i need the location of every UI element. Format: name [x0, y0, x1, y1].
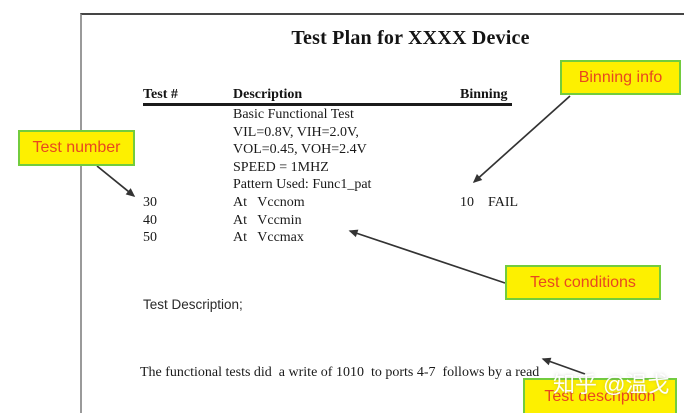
cell-test-number	[143, 159, 233, 177]
cell-test-number	[143, 176, 233, 194]
cell-binning	[460, 141, 518, 159]
table-row: VOL=0.45, VOH=2.4V	[143, 141, 518, 159]
cell-binning	[460, 229, 518, 247]
table-header-description: Description	[233, 87, 303, 102]
table-row: SPEED = 1MHZ	[143, 159, 518, 177]
cell-test-number: 40	[143, 212, 157, 228]
cell-binning	[460, 176, 518, 194]
table-header-underline	[143, 103, 512, 106]
cell-binning	[460, 212, 518, 230]
table-header-test-number: Test #	[143, 87, 178, 102]
table-row: VIL=0.8V, VIH=2.0V,	[143, 124, 518, 142]
cell-binning	[460, 159, 518, 177]
table-row: Pattern Used: Func1_pat	[143, 176, 518, 194]
table-body: Basic Functional Test VIL=0.8V, VIH=2.0V…	[143, 106, 518, 247]
binning-info-callout: Binning info	[560, 60, 681, 95]
cell-description: Pattern Used: Func1_pat	[233, 177, 372, 193]
table-row: 50 At Vccmax	[143, 229, 518, 247]
table-header-binning: Binning	[460, 87, 508, 102]
cell-test-number	[143, 141, 233, 159]
cell-description: At Vccnom	[233, 194, 305, 210]
cell-description: SPEED = 1MHZ	[233, 159, 329, 175]
test-number-callout: Test number	[18, 130, 135, 166]
cell-description: At Vccmin	[233, 212, 302, 228]
cell-description: VIL=0.8V, VIH=2.0V,	[233, 124, 359, 140]
cell-binning	[460, 124, 518, 142]
paragraph-line: The functional tests did a write of 1010…	[140, 365, 540, 380]
test-conditions-callout: Test conditions	[505, 265, 661, 300]
test-description-heading: Test Description;	[143, 297, 243, 312]
cell-test-number: 30	[143, 194, 157, 210]
table-row: 40 At Vccmin	[143, 212, 518, 230]
cell-description: Basic Functional Test	[233, 107, 354, 122]
table-row: 30 At Vccnom 10 FAIL	[143, 194, 518, 212]
test-description-callout: Test description	[523, 378, 677, 413]
cell-description: VOL=0.45, VOH=2.4V	[233, 142, 367, 158]
zhihu-watermark: 知乎 @温戈	[553, 372, 670, 397]
cell-test-number	[143, 106, 233, 124]
cell-binning	[460, 106, 518, 124]
cell-test-number: 50	[143, 230, 157, 246]
table-header-row: Test # Description Binning	[143, 87, 507, 103]
cell-description: At Vccmax	[233, 230, 304, 246]
table-row: Basic Functional Test	[143, 106, 518, 124]
cell-binning: 10 FAIL	[460, 194, 519, 210]
page-title: Test Plan for XXXX Device	[291, 27, 530, 49]
cell-test-number	[143, 124, 233, 142]
test-description-paragraph: The functional tests did a write of 1010…	[140, 328, 539, 413]
